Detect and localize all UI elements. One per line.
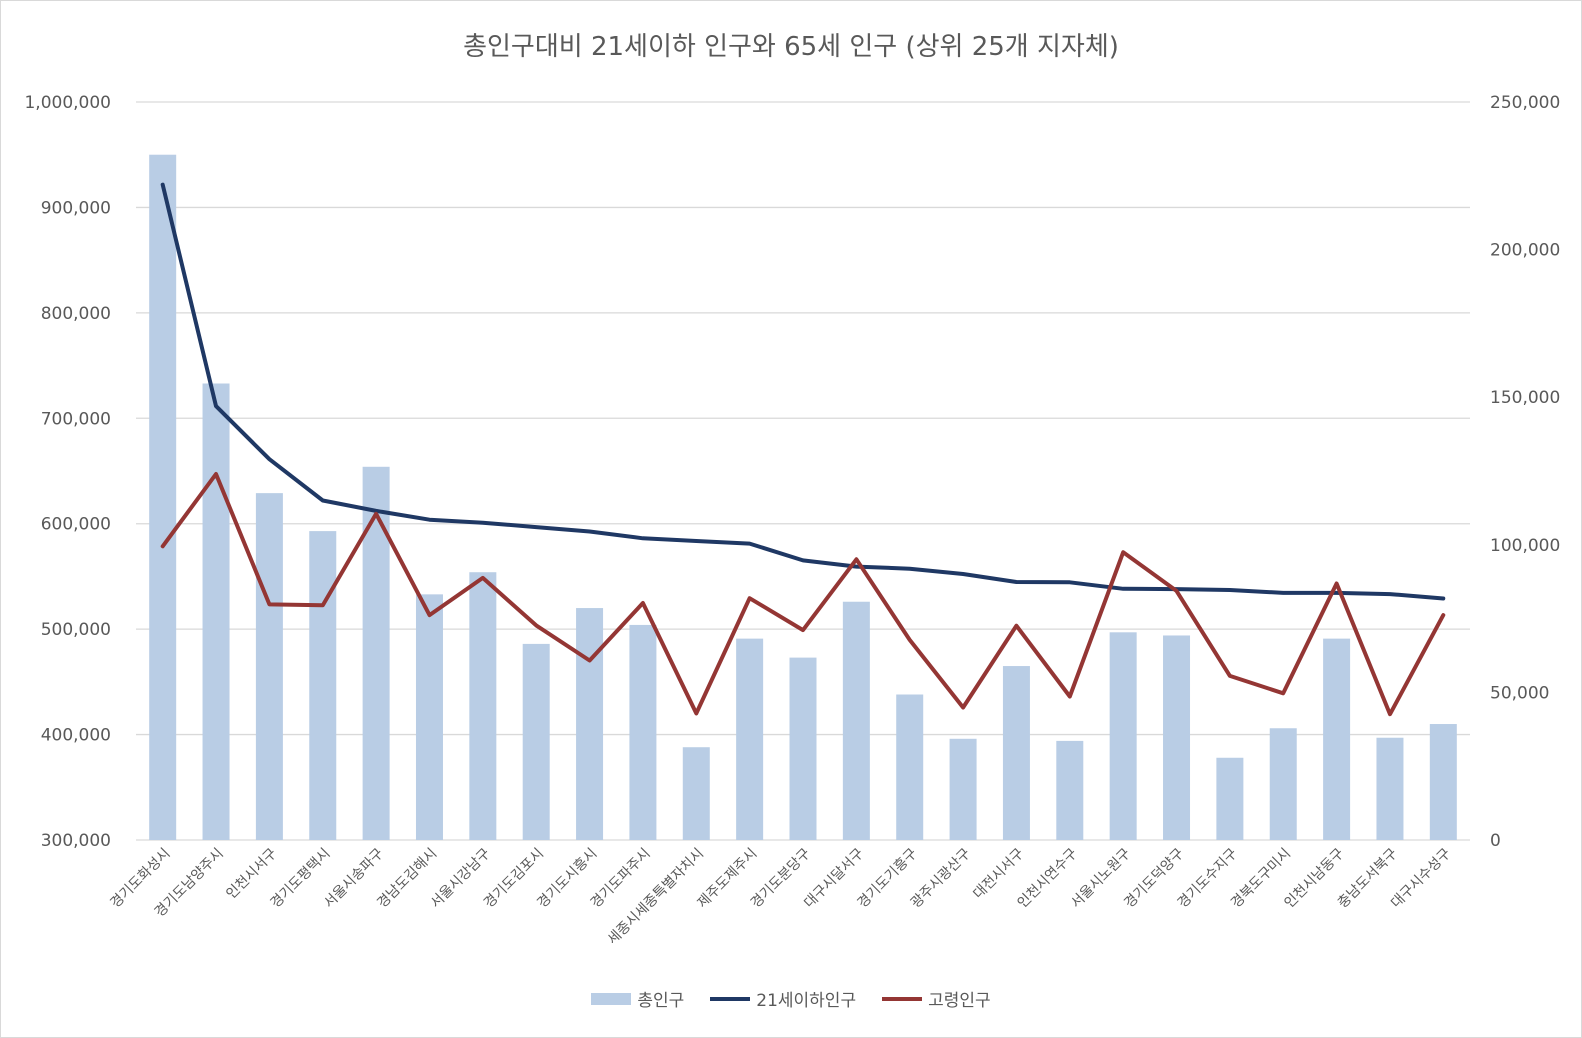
bar-total xyxy=(682,747,710,840)
legend-item-under21: 21세이하인구 xyxy=(710,986,856,1011)
legend-swatch-under21 xyxy=(710,996,751,1001)
right-axis-tick-label: 0 xyxy=(1490,831,1501,851)
bar-total xyxy=(202,383,230,840)
bar-total xyxy=(1429,724,1457,840)
legend: 총인구 21세이하인구 고령인구 xyxy=(0,986,1582,1011)
bar-total xyxy=(1376,737,1404,840)
bar-total xyxy=(309,531,337,840)
bar-total xyxy=(362,466,390,840)
bar-total xyxy=(522,643,550,840)
legend-label-under21: 21세이하인구 xyxy=(756,991,857,1011)
legend-label-total: 총인구 xyxy=(637,991,685,1011)
legend-swatch-elderly xyxy=(882,996,923,1001)
left-axis-tick-label: 900,000 xyxy=(41,198,111,218)
bar-total xyxy=(1269,728,1297,840)
right-axis-tick-label: 200,000 xyxy=(1490,241,1560,261)
bar-total xyxy=(1323,638,1351,840)
left-axis-tick-label: 600,000 xyxy=(41,515,111,535)
left-axis-tick-label: 800,000 xyxy=(41,304,111,324)
bar-total xyxy=(1002,666,1030,840)
bar-total xyxy=(1216,757,1244,840)
bar-total xyxy=(789,657,817,840)
legend-label-elderly: 고령인구 xyxy=(928,991,991,1011)
bar-total xyxy=(949,738,977,840)
x-axis-category-label: 대전시서구 xyxy=(970,845,1027,902)
left-axis-tick-label: 500,000 xyxy=(41,620,111,640)
right-axis-tick-label: 250,000 xyxy=(1490,93,1560,113)
bar-total xyxy=(576,608,604,840)
x-axis-category-label: 인천시서구 xyxy=(223,845,280,902)
bar-total xyxy=(1163,635,1191,840)
bar-total xyxy=(149,154,177,840)
line-under21 xyxy=(160,182,1446,601)
bar-total xyxy=(255,493,283,840)
left-axis-tick-label: 300,000 xyxy=(41,831,111,851)
right-axis-tick-label: 150,000 xyxy=(1490,388,1560,408)
bar-total xyxy=(415,594,443,840)
bar-total xyxy=(629,624,657,840)
legend-item-total: 총인구 xyxy=(591,986,684,1011)
chart-title: 총인구대비 21세이하 인구와 65세 인구 (상위 25개 지자체) xyxy=(463,32,1119,62)
left-axis-tick-label: 400,000 xyxy=(41,726,111,746)
bar-total xyxy=(1056,740,1084,840)
bar-total xyxy=(842,601,870,840)
legend-item-elderly: 고령인구 xyxy=(882,986,991,1011)
right-axis-tick-label: 100,000 xyxy=(1490,536,1560,556)
bar-total xyxy=(469,572,497,840)
bar-total xyxy=(1109,632,1137,840)
right-axis-tick-label: 50,000 xyxy=(1490,683,1549,703)
x-axis-category-label: 세종시세종특별자치시 xyxy=(605,846,707,948)
bar-total xyxy=(896,694,924,840)
legend-swatch-total xyxy=(591,992,632,1005)
left-axis-tick-label: 700,000 xyxy=(41,409,111,429)
left-axis-tick-label: 1,000,000 xyxy=(24,93,111,113)
bar-total xyxy=(736,638,764,840)
